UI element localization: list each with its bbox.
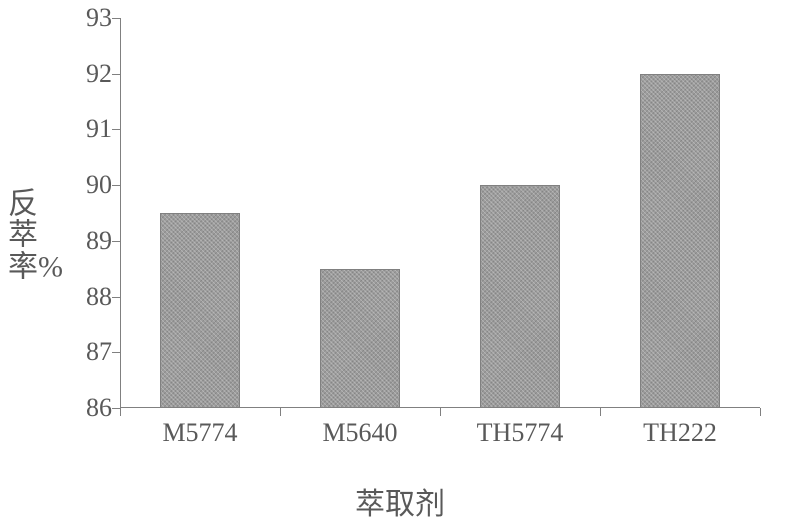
y-tick-mark: [112, 74, 120, 75]
y-tick-mark: [112, 185, 120, 186]
x-tick-label: M5774: [162, 418, 237, 448]
y-tick-mark: [112, 18, 120, 19]
x-tick-label: TH5774: [477, 418, 564, 448]
x-tick-mark: [120, 408, 121, 416]
x-axis-title: 萃取剂: [0, 479, 800, 523]
y-tick-label: 92: [62, 59, 112, 89]
y-tick-label: 88: [62, 282, 112, 312]
y-axis-title: 反萃率%: [8, 188, 38, 283]
bar: [480, 185, 560, 408]
y-tick-label: 91: [62, 114, 112, 144]
y-tick-label: 90: [62, 170, 112, 200]
x-tick-mark: [280, 408, 281, 416]
x-tick-label: M5640: [322, 418, 397, 448]
y-tick-mark: [112, 241, 120, 242]
x-tick-mark: [440, 408, 441, 416]
y-tick-mark: [112, 352, 120, 353]
y-tick-label: 89: [62, 226, 112, 256]
bar: [160, 213, 240, 408]
bar: [320, 269, 400, 408]
bar: [640, 74, 720, 408]
y-tick-mark: [112, 408, 120, 409]
y-tick-label: 86: [62, 393, 112, 423]
bar-chart: 反萃率% 8687888990919293M5774M5640TH5774TH2…: [0, 0, 800, 527]
x-tick-mark: [600, 408, 601, 416]
x-tick-mark: [760, 408, 761, 416]
y-tick-mark: [112, 129, 120, 130]
y-tick-mark: [112, 297, 120, 298]
y-tick-label: 93: [62, 3, 112, 33]
x-tick-label: TH222: [643, 418, 717, 448]
plot-area: 8687888990919293M5774M5640TH5774TH222: [120, 18, 760, 408]
y-tick-label: 87: [62, 337, 112, 367]
y-axis-line: [120, 18, 121, 408]
